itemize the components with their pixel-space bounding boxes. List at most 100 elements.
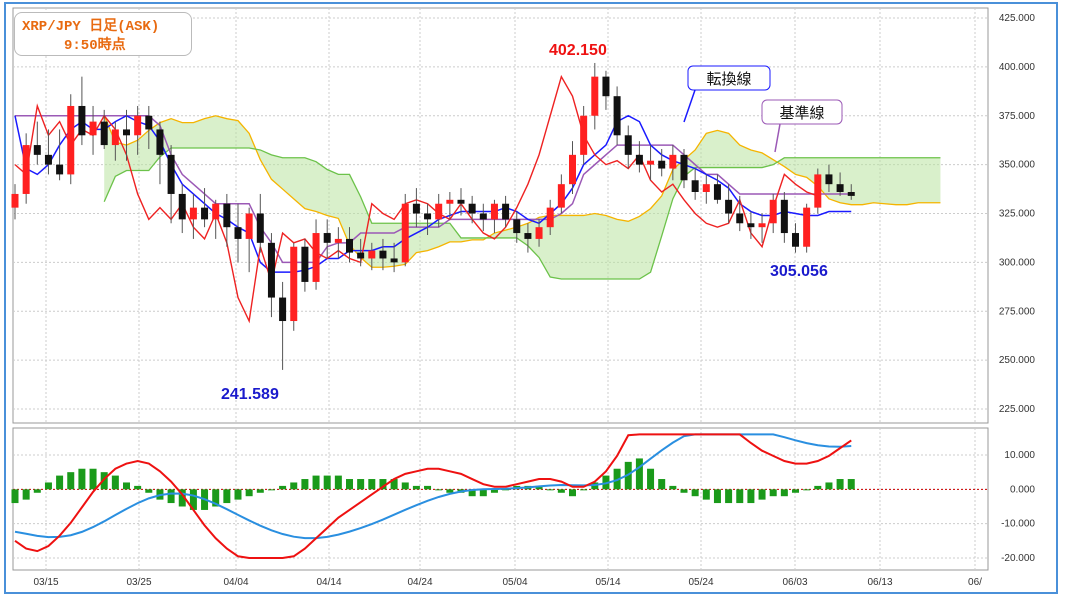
macd-histogram-bar — [279, 485, 287, 490]
price-tick-label: 350.000 — [999, 160, 1036, 171]
candle-body — [401, 203, 409, 263]
candle-body — [312, 233, 320, 282]
candle-body — [758, 223, 766, 228]
date-tick-label: 03/15 — [33, 577, 58, 588]
candle-body — [111, 129, 119, 146]
candle-body — [702, 184, 710, 192]
candles — [11, 62, 855, 370]
macd-histogram-bar — [669, 485, 677, 490]
candle-body — [569, 154, 576, 185]
candle-body — [535, 227, 543, 239]
candle-body — [301, 246, 309, 282]
candle-body — [212, 203, 220, 220]
candle-body — [591, 76, 599, 116]
tick-labels: 425.000 400.000 375.000 350.000 325.000 300.0… — [33, 13, 1035, 588]
macd-histogram-bar — [134, 485, 142, 490]
macd-histogram-bar — [747, 489, 755, 504]
annotation-high-402: 402.150 — [549, 42, 607, 59]
span-b-line — [103, 147, 941, 280]
macd-tick-label: -20.000 — [1001, 553, 1035, 564]
macd-histogram-bar — [535, 485, 543, 490]
macd-histogram-bar — [290, 482, 298, 490]
macd-histogram-bar — [825, 482, 833, 490]
candle-body — [245, 213, 253, 239]
candle-body — [613, 96, 621, 136]
ichimoku-cloud — [103, 115, 941, 280]
macd-histogram-bar — [223, 489, 231, 504]
macd-histogram-bar — [680, 489, 688, 493]
candle-body — [156, 129, 164, 155]
candle-body — [334, 238, 342, 243]
macd-histogram-bar — [446, 489, 454, 493]
tenkan-line — [14, 114, 852, 273]
macd-histogram-bar — [424, 485, 432, 490]
candle-body — [223, 203, 231, 228]
date-tick-label: 06/03 — [782, 577, 807, 588]
candle-body — [490, 203, 498, 220]
candle-body — [725, 199, 733, 214]
macd-histogram-bar — [847, 479, 855, 490]
annotation-low-305: 305.056 — [770, 263, 828, 280]
macd-histogram-bar — [580, 489, 588, 491]
cloud-fill — [104, 115, 941, 279]
macd-histogram-bar — [111, 475, 119, 490]
candle-body — [412, 203, 420, 214]
candle-body — [647, 160, 655, 165]
macd-histogram-bar — [435, 489, 443, 491]
candle-body — [290, 246, 298, 322]
candle-body — [100, 121, 108, 146]
candle-body — [379, 250, 387, 259]
candle-body — [479, 213, 487, 220]
candle-body — [267, 242, 275, 298]
macd-histogram-bar — [301, 479, 309, 490]
candle-body — [167, 154, 175, 194]
macd-histogram-bar — [713, 489, 721, 504]
candle-body — [134, 115, 142, 136]
macd-histogram-bar — [212, 489, 220, 507]
candle-body — [22, 145, 30, 194]
macd-histogram-bar — [635, 458, 643, 490]
date-tick-label: 04/04 — [223, 577, 248, 588]
candle-body — [691, 180, 699, 192]
macd-histogram-bar — [569, 489, 576, 497]
macd-histogram-bar — [44, 482, 52, 490]
macd-histogram-bar — [178, 489, 186, 507]
macd-histogram-bar — [412, 485, 420, 490]
chart-title: XRP/JPY 日足(ASK) — [22, 19, 160, 35]
candle-body — [67, 105, 75, 175]
macd-tick-label: -10.000 — [1001, 519, 1035, 530]
macd-panel — [11, 433, 988, 559]
macd-histogram-bar — [89, 468, 97, 490]
candle-body — [557, 184, 565, 208]
candle-body — [769, 199, 777, 224]
price-tick-label: 225.000 — [999, 404, 1036, 415]
macd-histogram-bar — [736, 489, 744, 504]
macd-histogram-bar — [368, 479, 376, 490]
price-plot-area — [12, 7, 989, 424]
candle-body — [736, 213, 744, 224]
candle-body — [524, 233, 532, 239]
macd-histogram-bar — [502, 489, 510, 491]
macd-histogram-bar — [357, 479, 365, 490]
macd-histogram-bar — [479, 489, 487, 497]
macd-histogram-bar — [769, 489, 777, 497]
candle-body — [747, 223, 755, 228]
price-tick-label: 375.000 — [999, 111, 1036, 122]
macd-histogram-bar — [691, 489, 699, 497]
annotation-low-241: 241.589 — [221, 386, 279, 403]
macd-histogram-bar — [56, 475, 64, 490]
macd-histogram-bar — [658, 479, 666, 490]
candle-body — [446, 199, 454, 204]
candle-body — [624, 135, 632, 155]
macd-histogram-bar — [401, 482, 409, 490]
macd-histogram-bar — [334, 475, 342, 490]
candle-body — [33, 145, 41, 155]
candle-body — [513, 219, 521, 234]
macd-histogram-bar — [312, 475, 320, 490]
macd-histogram-bar — [167, 489, 175, 504]
date-tick-label: 06/ — [968, 577, 982, 588]
macd-histogram-bar — [379, 479, 387, 490]
candle-body — [680, 154, 688, 181]
